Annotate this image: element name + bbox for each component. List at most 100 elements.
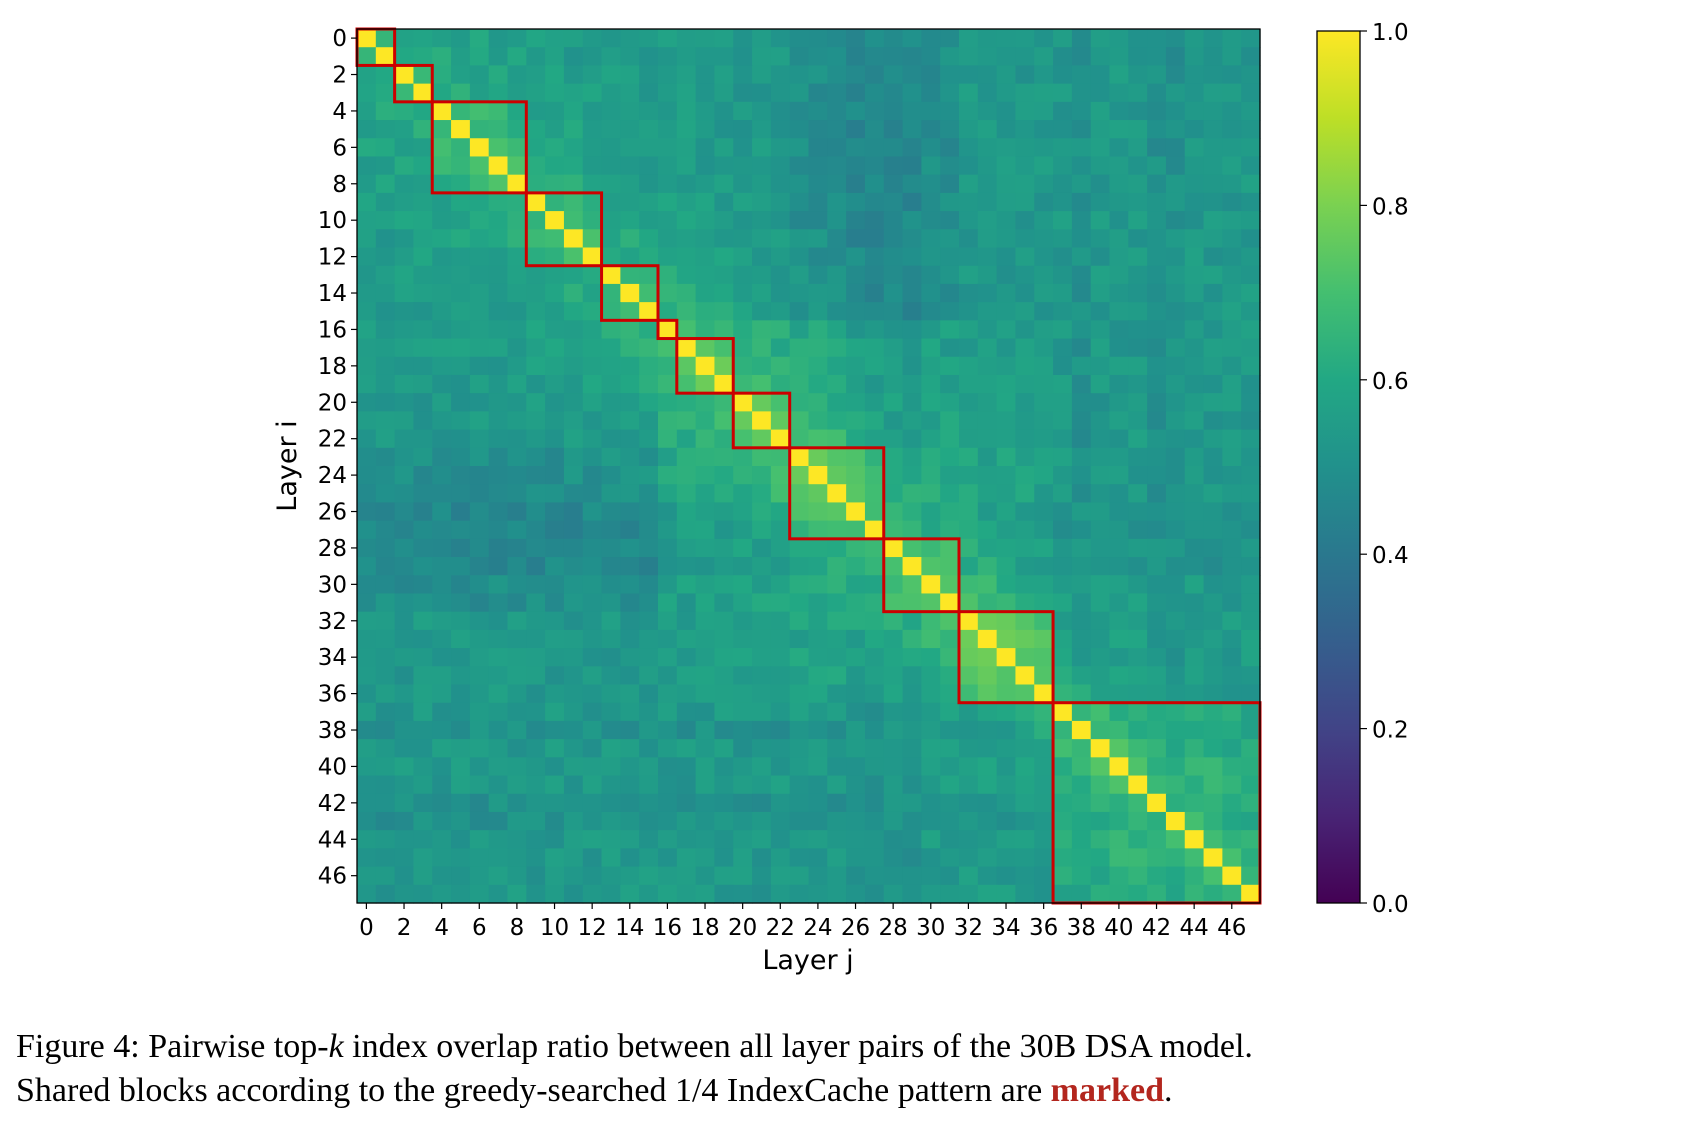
y-tick-label: 24 [318, 463, 347, 489]
heatmap-cell [714, 83, 734, 103]
heatmap-cell [357, 174, 377, 194]
heatmap-cell [808, 593, 828, 613]
heatmap-cell [1109, 192, 1129, 212]
heatmap-cell [1128, 65, 1148, 85]
heatmap-cell [1128, 302, 1148, 321]
heatmap-cell [864, 356, 885, 376]
heatmap-cell [695, 174, 716, 194]
heatmap-cell [883, 356, 904, 376]
heatmap-cell [507, 757, 527, 777]
heatmap-cell [808, 356, 828, 376]
heatmap-cell [639, 120, 659, 139]
heatmap-cell [507, 811, 527, 831]
heatmap-cell [375, 666, 396, 686]
heatmap-cell [582, 211, 603, 230]
heatmap-cell [639, 192, 659, 212]
heatmap-cell [563, 229, 584, 249]
heatmap-cell [714, 757, 734, 777]
heatmap-cell [432, 811, 452, 831]
heatmap-cell [977, 120, 998, 139]
heatmap-cell [864, 593, 885, 613]
heatmap-cell [695, 192, 716, 212]
heatmap-cell [827, 101, 847, 121]
heatmap-cell [563, 720, 584, 740]
heatmap-cell [864, 739, 885, 758]
heatmap-cell [846, 47, 866, 67]
heatmap-cell [940, 174, 960, 194]
heatmap-cell [394, 83, 415, 103]
heatmap-cell [1109, 356, 1129, 376]
heatmap-cell [1128, 775, 1148, 795]
heatmap-cell [488, 374, 509, 394]
heatmap-cell [639, 502, 659, 522]
y-tick-label: 18 [318, 354, 347, 380]
heatmap-cell [1203, 174, 1223, 194]
heatmap-cell [582, 229, 603, 249]
heatmap-cell [357, 557, 377, 576]
heatmap-cell [601, 866, 621, 886]
heatmap-cell [394, 47, 415, 67]
heatmap-cell [676, 484, 697, 504]
heatmap-cell [1165, 429, 1186, 449]
heatmap-cell [488, 538, 509, 558]
heatmap-cell [733, 629, 753, 649]
heatmap-cell [1090, 629, 1111, 649]
y-tick-label: 32 [318, 609, 347, 635]
heatmap-cell [1147, 466, 1167, 485]
heatmap-cell [526, 211, 546, 230]
heatmap-cell [996, 811, 1017, 831]
heatmap-cell [789, 265, 810, 285]
caption-k: k [328, 1028, 344, 1065]
heatmap-cell [808, 884, 828, 904]
heatmap-cell [1222, 283, 1242, 303]
heatmap-cell [1015, 356, 1035, 376]
heatmap-cell [789, 866, 810, 886]
heatmap-cell [601, 830, 621, 849]
heatmap-cell [582, 884, 603, 904]
heatmap-cell [714, 429, 734, 449]
heatmap-cell [563, 557, 584, 576]
heatmap-cell [1147, 320, 1167, 340]
heatmap-cell [469, 575, 490, 595]
heatmap-cell [394, 356, 415, 376]
heatmap-cell [469, 265, 490, 285]
heatmap-cell [770, 811, 791, 831]
heatmap-cell [883, 429, 904, 449]
heatmap-cell [582, 520, 603, 540]
heatmap-cell [752, 393, 772, 412]
heatmap-cell [375, 29, 396, 48]
heatmap-cell [1071, 520, 1092, 540]
heatmap-cell [1165, 120, 1186, 139]
heatmap-cell [639, 793, 659, 813]
heatmap-cell [996, 65, 1017, 85]
heatmap-cell [996, 302, 1017, 321]
heatmap-cell [752, 411, 772, 431]
heatmap-cell [1015, 374, 1035, 394]
heatmap-cell [714, 47, 734, 67]
heatmap-cell [1090, 520, 1111, 540]
heatmap-cell [789, 411, 810, 431]
heatmap-cell [1184, 720, 1205, 740]
heatmap-cell [752, 265, 772, 285]
heatmap-cell [1053, 866, 1073, 886]
heatmap-cell [883, 593, 904, 613]
heatmap-cell [357, 265, 377, 285]
heatmap-cell [883, 648, 904, 667]
heatmap-cell [921, 192, 941, 212]
heatmap-cell [488, 502, 509, 522]
heatmap-cell [921, 356, 941, 376]
heatmap-cell [545, 557, 565, 576]
heatmap-cell [1203, 830, 1223, 849]
heatmap-cell [526, 393, 546, 412]
heatmap-cell [770, 447, 791, 467]
heatmap-cell [1090, 374, 1111, 394]
heatmap-cell [789, 702, 810, 722]
colorbar-tick-label: 0.4 [1372, 543, 1409, 569]
heatmap-cell [469, 884, 490, 904]
heatmap-cell [714, 302, 734, 321]
heatmap-cell [357, 666, 377, 686]
heatmap-cell [507, 374, 527, 394]
heatmap-cell [563, 302, 584, 321]
heatmap-cell [808, 666, 828, 686]
